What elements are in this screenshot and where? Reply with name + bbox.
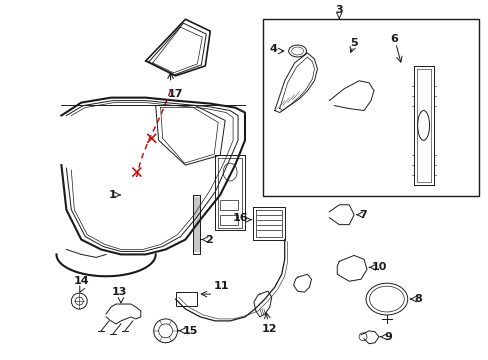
Text: 4: 4 <box>269 44 277 54</box>
Text: 15: 15 <box>182 326 198 336</box>
Bar <box>175 292 197 306</box>
Text: 3: 3 <box>335 5 343 15</box>
Bar <box>263 19 478 196</box>
Text: 5: 5 <box>349 38 357 48</box>
Text: 8: 8 <box>414 294 422 304</box>
Text: 1: 1 <box>108 190 116 200</box>
Bar <box>220 215 238 225</box>
Text: 2: 2 <box>205 234 213 244</box>
Text: 16: 16 <box>232 213 247 223</box>
Text: 6: 6 <box>389 34 397 44</box>
Bar <box>220 200 238 210</box>
Text: 13: 13 <box>111 287 126 297</box>
Text: 12: 12 <box>262 324 277 334</box>
Text: 17: 17 <box>167 89 183 99</box>
Text: 10: 10 <box>371 262 386 272</box>
Text: 11: 11 <box>213 281 228 291</box>
Text: 14: 14 <box>73 276 89 286</box>
Text: 7: 7 <box>358 210 366 220</box>
Text: 9: 9 <box>383 332 391 342</box>
